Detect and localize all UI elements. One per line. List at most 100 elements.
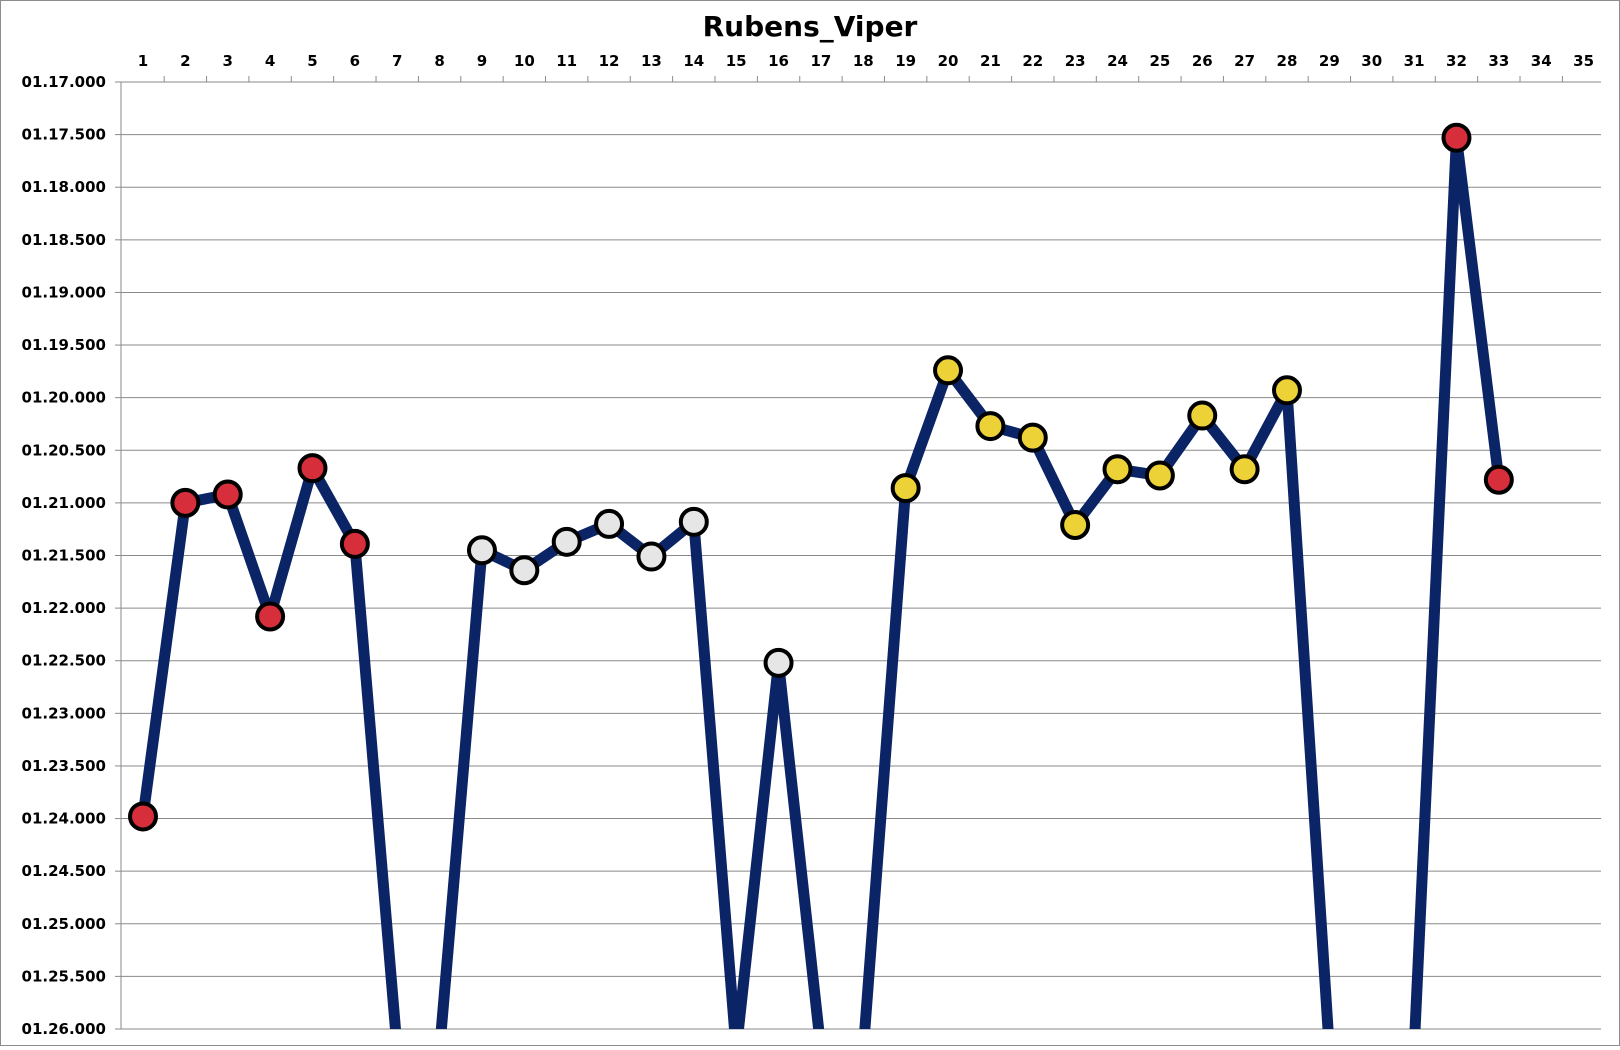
x-tick-label: 5 (307, 52, 317, 70)
y-tick-label: 01.19.500 (22, 336, 106, 354)
y-tick-label: 01.23.000 (22, 704, 106, 722)
x-tick-label: 20 (938, 52, 959, 70)
x-tick-label: 1 (138, 52, 148, 70)
x-tick-label: 27 (1234, 52, 1255, 70)
x-tick-label: 24 (1107, 52, 1128, 70)
x-tick-label: 17 (810, 52, 831, 70)
x-tick-label: 13 (641, 52, 662, 70)
series-line-segment (137, 497, 191, 822)
data-point-marker (678, 506, 709, 537)
data-point-marker (1271, 375, 1302, 406)
y-tick-label: 01.21.500 (22, 547, 106, 565)
data-point-marker (1483, 464, 1514, 495)
data-point-marker (466, 535, 497, 566)
x-tick-label: 25 (1149, 52, 1170, 70)
data-point-marker (212, 479, 243, 510)
y-tick-label: 01.21.000 (22, 494, 106, 512)
y-tick-label: 01.24.500 (22, 862, 106, 880)
data-point-marker (1187, 400, 1218, 431)
y-tick-label: 01.22.500 (22, 652, 106, 670)
y-tick-label: 01.25.000 (22, 915, 106, 933)
x-tick-label: 10 (514, 52, 535, 70)
data-point-marker (636, 541, 667, 572)
data-point-marker (551, 526, 582, 557)
series-line-segment (1281, 384, 1334, 1029)
data-point-marker (255, 601, 286, 632)
data-point-marker (128, 801, 158, 832)
x-tick-label: 21 (980, 52, 1001, 70)
x-tick-label: 19 (895, 52, 916, 70)
x-tick-label: 6 (350, 52, 360, 70)
x-axis-tick-labels: 1 2 3 4 5 6 7 8 9 10 11 12 13 14 15 16 17 18 19 20 21 22 23 24 2… (138, 52, 1594, 70)
x-tick-label: 22 (1022, 52, 1043, 70)
x-tick-label: 9 (477, 52, 487, 70)
x-tick-label: 29 (1319, 52, 1340, 70)
x-tick-label: 32 (1446, 52, 1467, 70)
x-tick-label: 35 (1573, 52, 1594, 70)
x-tick-label: 12 (599, 52, 620, 70)
series-line-segment (773, 657, 825, 1029)
y-tick-label: 01.19.000 (22, 283, 106, 301)
data-point-marker (1102, 454, 1133, 485)
data-point-marker (1441, 122, 1472, 153)
y-axis-tick-labels: 01.17.000 01.17.500 01.18.000 01.18.500 01.1… (22, 73, 106, 1038)
series-markers (128, 122, 1514, 832)
data-point-marker (763, 647, 794, 678)
x-tick-label: 31 (1404, 52, 1425, 70)
data-point-marker (975, 411, 1006, 442)
y-tick-label: 01.20.000 (22, 389, 106, 407)
y-tick-label: 01.24.000 (22, 810, 106, 828)
data-point-marker (509, 555, 540, 586)
series-line-segment (264, 462, 318, 623)
y-tick-label: 01.26.000 (22, 1020, 106, 1038)
x-tick-label: 16 (768, 52, 789, 70)
x-tick-label: 4 (265, 52, 275, 70)
x-tick-label: 15 (726, 52, 747, 70)
x-tick-label: 8 (434, 52, 444, 70)
x-tick-label: 14 (683, 52, 704, 70)
data-point-marker (297, 453, 328, 484)
x-tick-label: 2 (180, 52, 190, 70)
series-line-segment (435, 544, 488, 1029)
series-line-segment (1409, 132, 1462, 1029)
x-tick-label: 3 (223, 52, 233, 70)
series-line-segment (859, 482, 912, 1029)
y-tick-label: 01.22.000 (22, 599, 106, 617)
data-point-marker (1144, 460, 1175, 491)
chart-title: Rubens_Viper (703, 10, 918, 43)
y-tick-label: 01.17.000 (22, 73, 106, 91)
series-line-segment (1027, 432, 1081, 531)
series-line-segment (349, 538, 401, 1029)
x-tick-label: 34 (1531, 52, 1552, 70)
y-tick-label: 01.18.500 (22, 231, 106, 249)
series-line-segment (732, 657, 785, 1029)
y-tick-label: 01.25.500 (22, 967, 106, 985)
x-tick-label: 26 (1192, 52, 1213, 70)
data-point-marker (170, 487, 201, 518)
series-line-segment (900, 364, 954, 494)
data-point-marker (1017, 422, 1048, 453)
x-tick-label: 11 (556, 52, 577, 70)
data-point-marker (594, 508, 625, 539)
data-point-marker (1060, 509, 1091, 540)
y-tick-label: 01.20.500 (22, 441, 106, 459)
y-tick-label: 01.17.500 (22, 126, 106, 144)
y-tick-label: 01.18.000 (22, 178, 106, 196)
x-tick-label: 7 (392, 52, 402, 70)
series-line-segment (222, 488, 276, 623)
x-tick-label: 23 (1065, 52, 1086, 70)
series-line-segment (688, 516, 741, 1029)
data-point-marker (1229, 454, 1260, 485)
y-tick-label: 01.23.500 (22, 757, 106, 775)
x-tick-label: 18 (853, 52, 874, 70)
axes (115, 76, 1601, 1030)
x-tick-label: 28 (1277, 52, 1298, 70)
data-point-marker (890, 473, 921, 504)
x-tick-label: 33 (1488, 52, 1509, 70)
data-point-marker (933, 355, 964, 386)
series-line-segment (1450, 132, 1505, 486)
x-tick-label: 30 (1361, 52, 1382, 70)
data-point-marker (339, 528, 370, 559)
